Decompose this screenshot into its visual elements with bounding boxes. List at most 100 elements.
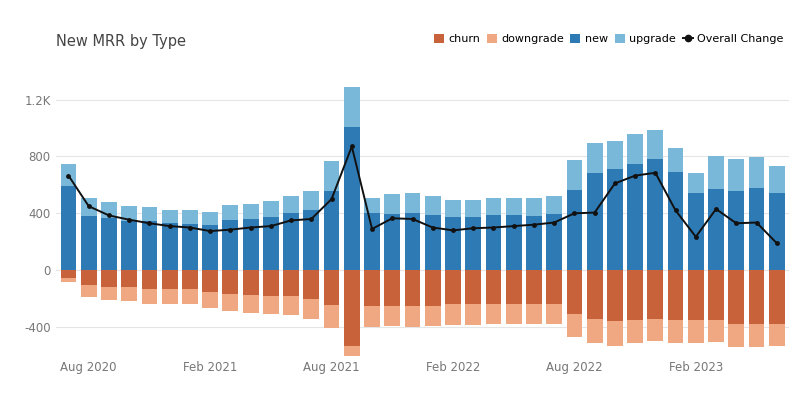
Bar [425, 215, 440, 270]
Bar [384, 194, 400, 214]
Bar [101, 218, 117, 270]
Bar [324, 191, 340, 270]
Bar [80, 216, 97, 270]
Bar [384, 270, 400, 306]
Bar [324, 270, 340, 305]
Bar [749, 188, 765, 270]
Bar [688, 173, 704, 193]
Bar [485, 270, 502, 304]
Bar [384, 214, 400, 270]
Bar [122, 221, 137, 270]
Bar [567, 270, 582, 314]
Bar [729, 324, 744, 347]
Bar [344, 87, 360, 126]
Bar [547, 214, 562, 270]
Bar [627, 320, 643, 343]
Bar [405, 213, 420, 270]
Bar [729, 190, 744, 270]
Bar [364, 198, 380, 213]
Legend: churn, downgrade, new, upgrade, Overall Change: churn, downgrade, new, upgrade, Overall … [434, 34, 783, 45]
Bar [142, 221, 157, 270]
Bar [729, 270, 744, 324]
Bar [607, 169, 623, 270]
Bar [526, 216, 542, 270]
Bar [283, 270, 299, 297]
Bar [344, 126, 360, 270]
Bar [708, 189, 724, 270]
Text: New MRR by Type: New MRR by Type [56, 34, 186, 49]
Bar [485, 198, 502, 215]
Bar [122, 206, 137, 221]
Bar [445, 217, 461, 270]
Bar [263, 201, 279, 217]
Bar [122, 270, 137, 287]
Bar [60, 164, 76, 186]
Bar [101, 286, 117, 300]
Bar [445, 304, 461, 325]
Bar [60, 270, 76, 278]
Bar [587, 173, 602, 270]
Bar [587, 319, 602, 343]
Bar [222, 220, 238, 270]
Bar [506, 304, 522, 324]
Bar [202, 225, 218, 270]
Bar [303, 270, 320, 299]
Bar [425, 270, 440, 306]
Bar [708, 270, 724, 320]
Bar [405, 307, 420, 327]
Bar [506, 198, 522, 215]
Bar [769, 193, 785, 270]
Bar [769, 166, 785, 193]
Bar [587, 143, 602, 173]
Bar [283, 196, 299, 213]
Bar [627, 270, 643, 320]
Bar [647, 270, 663, 318]
Bar [547, 270, 562, 304]
Bar [485, 215, 502, 270]
Bar [182, 290, 198, 304]
Bar [182, 211, 198, 224]
Bar [627, 134, 643, 164]
Bar [364, 270, 380, 307]
Bar [243, 270, 258, 295]
Bar [344, 270, 360, 346]
Bar [485, 304, 502, 324]
Bar [101, 202, 117, 218]
Bar [526, 270, 542, 304]
Bar [60, 278, 76, 282]
Bar [303, 299, 320, 318]
Bar [182, 270, 198, 290]
Bar [769, 324, 785, 346]
Bar [465, 304, 481, 325]
Bar [667, 270, 683, 320]
Bar [445, 200, 461, 217]
Bar [688, 320, 704, 343]
Bar [344, 346, 360, 369]
Bar [303, 211, 320, 270]
Bar [384, 306, 400, 326]
Bar [647, 318, 663, 341]
Bar [506, 215, 522, 270]
Bar [243, 204, 258, 219]
Bar [142, 289, 157, 304]
Bar [80, 198, 97, 216]
Bar [708, 156, 724, 189]
Bar [708, 320, 724, 342]
Bar [283, 297, 299, 315]
Bar [122, 287, 137, 301]
Bar [263, 296, 279, 314]
Bar [465, 270, 481, 304]
Bar [667, 172, 683, 270]
Bar [506, 270, 522, 304]
Bar [162, 210, 178, 223]
Bar [749, 270, 765, 324]
Bar [142, 270, 157, 289]
Bar [627, 164, 643, 270]
Bar [405, 270, 420, 307]
Bar [465, 200, 481, 217]
Bar [202, 212, 218, 225]
Bar [769, 270, 785, 324]
Bar [729, 159, 744, 190]
Bar [749, 157, 765, 188]
Bar [667, 148, 683, 172]
